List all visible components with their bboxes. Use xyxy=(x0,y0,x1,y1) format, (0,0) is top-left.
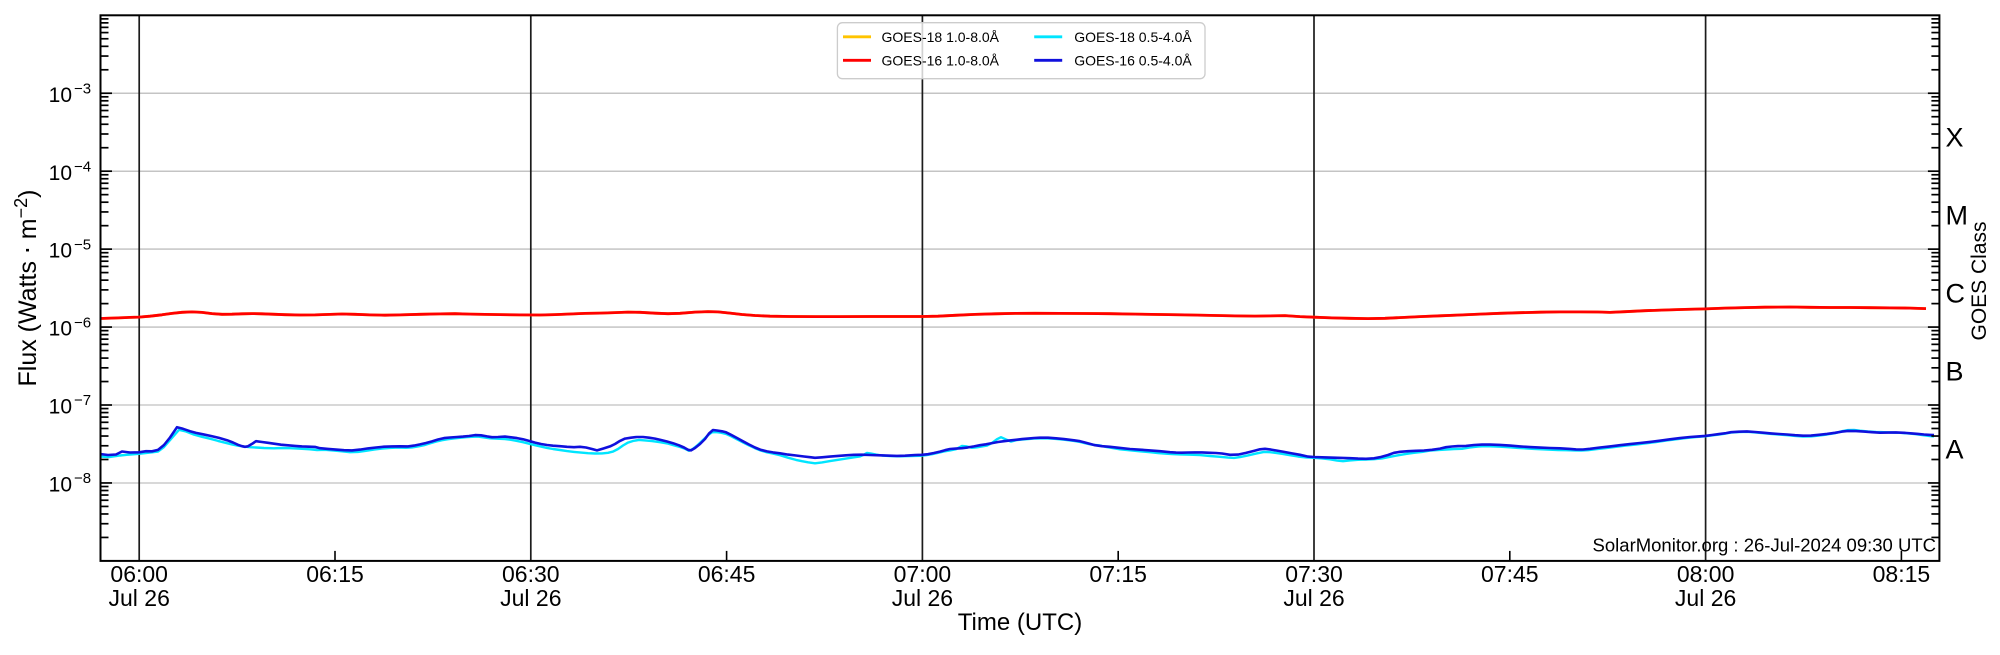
svg-text:07:00: 07:00 xyxy=(894,561,952,587)
svg-text:Time (UTC): Time (UTC) xyxy=(958,609,1082,636)
svg-text:10: 10 xyxy=(49,240,72,263)
svg-text:08:15: 08:15 xyxy=(1873,561,1931,587)
svg-text:Jul 26: Jul 26 xyxy=(109,585,170,611)
svg-text:08:00: 08:00 xyxy=(1677,561,1735,587)
svg-text:10: 10 xyxy=(49,162,72,185)
svg-text:07:15: 07:15 xyxy=(1089,561,1147,587)
svg-text:10: 10 xyxy=(49,474,72,497)
svg-text:06:30: 06:30 xyxy=(502,561,560,587)
svg-text:GOES Class: GOES Class xyxy=(1968,221,1991,340)
svg-text:10: 10 xyxy=(49,84,72,107)
svg-text:SolarMonitor.org : 26-Jul-2024: SolarMonitor.org : 26-Jul-2024 09:30 UTC xyxy=(1593,535,1936,556)
svg-text:GOES-18 1.0-8.0Å: GOES-18 1.0-8.0Å xyxy=(882,29,1000,45)
svg-text:06:15: 06:15 xyxy=(306,561,364,587)
svg-text:07:45: 07:45 xyxy=(1481,561,1539,587)
svg-text:B: B xyxy=(1946,357,1964,387)
svg-text:−5: −5 xyxy=(74,236,91,253)
svg-text:−3: −3 xyxy=(74,80,91,97)
svg-text:06:45: 06:45 xyxy=(698,561,756,587)
svg-text:−8: −8 xyxy=(74,470,91,487)
svg-text:−6: −6 xyxy=(74,314,91,331)
svg-text:Jul 26: Jul 26 xyxy=(1675,585,1736,611)
svg-text:10: 10 xyxy=(49,396,72,419)
svg-text:GOES-18 0.5-4.0Å: GOES-18 0.5-4.0Å xyxy=(1074,29,1192,45)
svg-text:A: A xyxy=(1946,435,1964,465)
svg-text:X: X xyxy=(1946,123,1964,153)
svg-text:GOES-16 0.5-4.0Å: GOES-16 0.5-4.0Å xyxy=(1074,52,1192,68)
svg-text:07:30: 07:30 xyxy=(1285,561,1343,587)
svg-text:Jul 26: Jul 26 xyxy=(1283,585,1344,611)
svg-text:GOES-16 1.0-8.0Å: GOES-16 1.0-8.0Å xyxy=(882,52,1000,68)
svg-text:Jul 26: Jul 26 xyxy=(892,585,953,611)
svg-text:−7: −7 xyxy=(74,392,91,409)
svg-text:−4: −4 xyxy=(74,158,91,175)
svg-text:C: C xyxy=(1946,279,1966,309)
svg-text:Jul 26: Jul 26 xyxy=(500,585,561,611)
svg-text:10: 10 xyxy=(49,318,72,341)
svg-text:M: M xyxy=(1946,201,1969,231)
svg-text:Flux (Watts ⋅ m−2): Flux (Watts ⋅ m−2) xyxy=(11,190,42,387)
svg-text:06:00: 06:00 xyxy=(110,561,168,587)
